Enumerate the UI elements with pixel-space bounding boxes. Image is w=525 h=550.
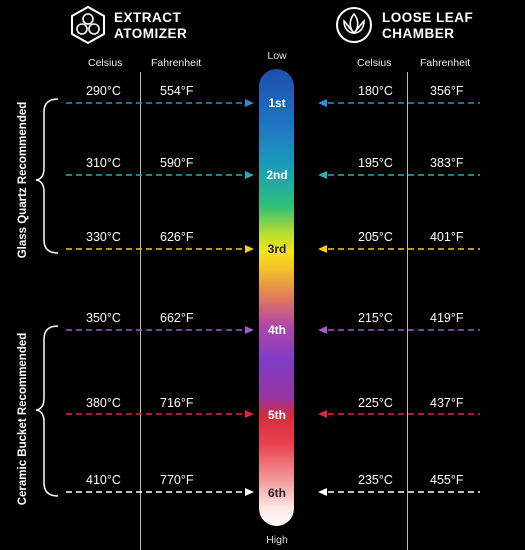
- left-celsius-2: 310°C: [86, 156, 121, 170]
- left-fahrenheit-5: 716°F: [160, 396, 194, 410]
- right-fahrenheit-5: 437°F: [430, 396, 464, 410]
- ceramic-bucket-label: Ceramic Bucket Recommended: [17, 332, 29, 506]
- left-fahrenheit-1: 554°F: [160, 84, 194, 98]
- hexagon-molecule-icon: [70, 5, 106, 45]
- loose-leaf-title-line1: LOOSE LEAF: [382, 10, 474, 25]
- left-fahrenheit-4: 662°F: [160, 311, 194, 325]
- left-arrow-4: [66, 326, 254, 334]
- right-celsius-3: 205°C: [358, 230, 393, 244]
- right-celsius-header: Celsius: [357, 57, 392, 69]
- loose-leaf-chamber-header: LOOSE LEAF CHAMBER: [336, 6, 486, 46]
- ceramic-bucket-bracket: [35, 325, 59, 497]
- scale-low-label: Low: [267, 50, 287, 62]
- left-arrow-6: [66, 488, 254, 496]
- lotus-leaf-icon: [336, 6, 372, 44]
- right-fahrenheit-6: 455°F: [430, 473, 464, 487]
- right-celsius-5: 225°C: [358, 396, 393, 410]
- left-fahrenheit-6: 770°F: [160, 473, 194, 487]
- level-label-1: 1st: [268, 96, 286, 110]
- right-column-divider: [407, 72, 408, 550]
- left-arrow-5: [66, 410, 254, 418]
- scale-high-label: High: [266, 534, 288, 546]
- right-fahrenheit-3: 401°F: [430, 230, 464, 244]
- right-celsius-4: 215°C: [358, 311, 393, 325]
- left-arrow-2: [66, 171, 254, 179]
- level-label-5: 5th: [268, 408, 286, 422]
- left-celsius-5: 380°C: [86, 396, 121, 410]
- left-celsius-4: 350°C: [86, 311, 121, 325]
- right-fahrenheit-2: 383°F: [430, 156, 464, 170]
- right-arrow-3: [318, 245, 480, 253]
- left-celsius-3: 330°C: [86, 230, 121, 244]
- right-arrow-1: [318, 99, 480, 107]
- extract-atomizer-title-line1: EXTRACT: [114, 10, 182, 25]
- right-celsius-6: 235°C: [358, 473, 393, 487]
- left-celsius-1: 290°C: [86, 84, 121, 98]
- right-fahrenheit-header: Fahrenheit: [420, 57, 471, 69]
- left-column-divider: [140, 72, 141, 550]
- temperature-gradient-bar: [259, 69, 294, 526]
- left-celsius-6: 410°C: [86, 473, 121, 487]
- level-label-3: 3rd: [267, 242, 287, 256]
- level-label-6: 6th: [268, 486, 286, 500]
- glass-quartz-label-wrap: Glass Quartz Recommended: [0, 102, 108, 259]
- left-fahrenheit-2: 590°F: [160, 156, 194, 170]
- ceramic-bucket-label-wrap: Ceramic Bucket Recommended: [0, 333, 118, 506]
- extract-atomizer-title-line2: ATOMIZER: [114, 26, 188, 41]
- extract-atomizer-header: EXTRACT ATOMIZER: [70, 5, 210, 46]
- left-fahrenheit-3: 626°F: [160, 230, 194, 244]
- right-arrow-6: [318, 488, 480, 496]
- right-arrow-2: [318, 171, 480, 179]
- left-celsius-header: Celsius: [88, 57, 123, 69]
- right-arrow-5: [318, 410, 480, 418]
- left-arrow-1: [66, 99, 254, 107]
- right-arrow-4: [318, 326, 480, 334]
- level-label-4: 4th: [268, 323, 286, 337]
- left-fahrenheit-header: Fahrenheit: [151, 57, 202, 69]
- glass-quartz-label: Glass Quartz Recommended: [17, 101, 29, 259]
- right-fahrenheit-4: 419°F: [430, 311, 464, 325]
- right-celsius-2: 195°C: [358, 156, 393, 170]
- loose-leaf-title-line2: CHAMBER: [382, 26, 455, 41]
- right-fahrenheit-1: 356°F: [430, 84, 464, 98]
- level-label-2: 2nd: [266, 168, 288, 182]
- right-celsius-1: 180°C: [358, 84, 393, 98]
- glass-quartz-bracket: [35, 98, 59, 254]
- left-arrow-3: [66, 245, 254, 253]
